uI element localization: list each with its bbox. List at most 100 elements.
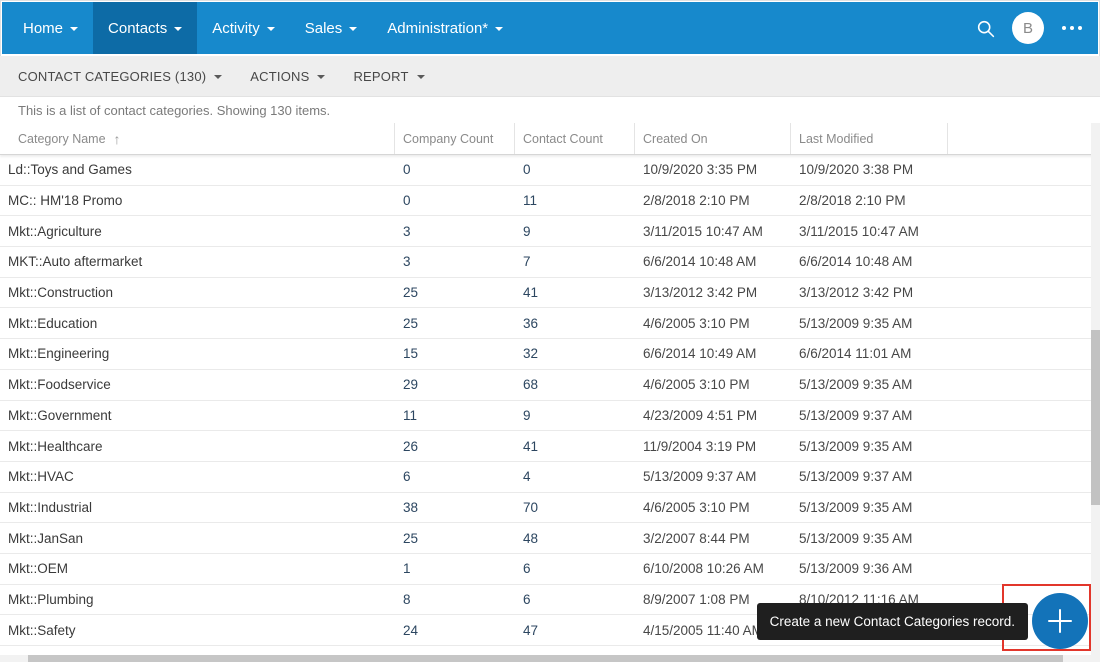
- cell-category-name: Mkt::OEM: [8, 561, 68, 577]
- cell-last-modified: 5/13/2009 9:35 AM: [799, 377, 913, 393]
- table-row[interactable]: Mkt::Engineering 15 32 6/6/2014 10:49 AM…: [0, 339, 1100, 370]
- top-navigation-bar: Home Contacts Activity Sales Administrat…: [2, 2, 1098, 54]
- column-label: Contact Count: [523, 131, 603, 146]
- grid-body: Ld::Toys and Games 0 0 10/9/2020 3:35 PM…: [0, 155, 1100, 662]
- cell-category-name: Mkt::JanSan: [8, 530, 84, 546]
- table-row[interactable]: Mkt::Industrial 38 70 4/6/2005 3:10 PM 5…: [0, 492, 1100, 524]
- toolbar-menu-actions[interactable]: ACTIONS: [236, 56, 339, 96]
- cell-company-count: 11: [403, 407, 418, 423]
- cell-company-count: 38: [403, 499, 419, 515]
- cell-created-on: 4/6/2005 3:10 PM: [643, 315, 750, 331]
- cell-last-modified: 5/13/2009 9:35 AM: [799, 438, 913, 454]
- cell-company-count: 3: [403, 223, 411, 239]
- table-row[interactable]: Mkt::JanSan 25 48 3/2/2007 8:44 PM 5/13/…: [0, 523, 1100, 554]
- cell-contact-count: 32: [523, 346, 539, 362]
- nav-item-label: Sales: [304, 19, 343, 37]
- cell-contact-count: 36: [523, 315, 539, 331]
- cell-empty: [948, 370, 1100, 400]
- cell-contact-count: 47: [523, 622, 539, 638]
- column-header-last-modified[interactable]: Last Modified: [791, 123, 948, 154]
- cell-last-modified: 6/6/2014 10:48 AM: [799, 254, 913, 270]
- table-row[interactable]: Mkt::Foodservice 29 68 4/6/2005 3:10 PM …: [0, 369, 1100, 401]
- cell-created-on: 2/8/2018 2:10 PM: [643, 193, 750, 209]
- horizontal-scrollbar-thumb[interactable]: [28, 655, 1063, 662]
- table-row[interactable]: Mkt::Agriculture 3 9 3/11/2015 10:47 AM …: [0, 216, 1100, 248]
- table-row[interactable]: Mkt::Construction 25 41 3/13/2012 3:42 P…: [0, 277, 1100, 309]
- nav-item-sales[interactable]: Sales: [290, 2, 373, 54]
- nav-menu: Home Contacts Activity Sales Administrat…: [2, 2, 518, 54]
- cell-created-on: 10/9/2020 3:35 PM: [643, 162, 758, 178]
- cell-contact-count: 6: [523, 561, 531, 577]
- cell-category-name: Mkt::Education: [8, 315, 98, 331]
- vertical-scrollbar-thumb[interactable]: [1091, 330, 1100, 505]
- table-row[interactable]: Mkt::HVAC 6 4 5/13/2009 9:37 AM 5/13/200…: [0, 461, 1100, 493]
- column-header-company-count[interactable]: Company Count: [395, 123, 515, 154]
- cell-created-on: 3/11/2015 10:47 AM: [643, 223, 763, 239]
- table-row[interactable]: Mkt::OEM 1 6 6/10/2008 10:26 AM 5/13/200…: [0, 553, 1100, 585]
- nav-item-home[interactable]: Home: [8, 2, 93, 54]
- toolbar-menu-contact-categories-130[interactable]: CONTACT CATEGORIES (130): [18, 56, 236, 96]
- cell-company-count: 3: [403, 254, 411, 270]
- table-row[interactable]: Mkt::Government 11 9 4/23/2009 4:51 PM 5…: [0, 400, 1100, 432]
- cell-contact-count: 6: [523, 591, 531, 607]
- cell-empty: [948, 155, 1100, 185]
- list-summary-bar: This is a list of contact categories. Sh…: [0, 97, 1100, 124]
- cell-empty: [948, 401, 1100, 431]
- nav-item-activity[interactable]: Activity: [197, 2, 290, 54]
- cell-contact-count: 68: [523, 377, 539, 393]
- cell-category-name: MKT::Auto aftermarket: [8, 254, 143, 270]
- cell-last-modified: 6/6/2014 11:01 AM: [799, 346, 912, 362]
- nav-item-contacts[interactable]: Contacts: [93, 2, 198, 54]
- add-record-button[interactable]: [1032, 593, 1088, 649]
- table-row[interactable]: Mkt::Education 25 36 4/6/2005 3:10 PM 5/…: [0, 308, 1100, 340]
- column-label: Created On: [643, 131, 708, 146]
- column-header-empty: [948, 123, 1100, 154]
- cell-empty: [948, 523, 1100, 553]
- ellipsis-icon[interactable]: [1060, 20, 1084, 36]
- column-header-created-on[interactable]: Created On: [635, 123, 791, 154]
- cell-company-count: 24: [403, 622, 419, 638]
- column-label: Category Name: [18, 131, 106, 146]
- cell-category-name: Mkt::Agriculture: [8, 223, 102, 239]
- contact-categories-grid: Category Name ↑ Company Count Contact Co…: [0, 123, 1100, 662]
- chevron-down-icon: [495, 27, 504, 31]
- column-label: Company Count: [403, 131, 494, 146]
- cell-company-count: 8: [403, 591, 411, 607]
- cell-category-name: Mkt::Government: [8, 407, 112, 423]
- vertical-scrollbar-track[interactable]: [1091, 123, 1100, 662]
- chevron-down-icon: [416, 75, 425, 79]
- search-icon[interactable]: [975, 18, 996, 39]
- column-header-category-name[interactable]: Category Name ↑: [0, 123, 395, 154]
- plus-icon: [1047, 608, 1073, 634]
- cell-category-name: Mkt::Industrial: [8, 499, 93, 515]
- table-row[interactable]: MC:: HM'18 Promo 0 11 2/8/2018 2:10 PM 2…: [0, 185, 1100, 217]
- toolbar-menu-report[interactable]: REPORT: [339, 56, 438, 96]
- chevron-down-icon: [317, 75, 326, 79]
- cell-category-name: Mkt::Engineering: [8, 346, 110, 362]
- cell-contact-count: 9: [523, 407, 531, 423]
- cell-created-on: 4/15/2005 11:40 AM: [643, 622, 763, 638]
- list-toolbar-menus: CONTACT CATEGORIES (130) ACTIONS REPORT: [18, 56, 439, 96]
- table-row[interactable]: MKT::Auto aftermarket 3 7 6/6/2014 10:48…: [0, 247, 1100, 278]
- cell-created-on: 4/6/2005 3:10 PM: [643, 499, 750, 515]
- cell-created-on: 3/13/2012 3:42 PM: [643, 285, 758, 301]
- cell-company-count: 25: [403, 530, 419, 546]
- cell-company-count: 26: [403, 438, 419, 454]
- cell-category-name: Mkt::HVAC: [8, 469, 74, 485]
- column-header-contact-count[interactable]: Contact Count: [515, 123, 635, 154]
- avatar[interactable]: B: [1012, 12, 1044, 44]
- nav-item-administration[interactable]: Administration*: [372, 2, 518, 54]
- cell-empty: [948, 339, 1100, 369]
- cell-category-name: Mkt::Foodservice: [8, 377, 111, 393]
- cell-company-count: 25: [403, 315, 419, 331]
- cell-category-name: Mkt::Safety: [8, 622, 76, 638]
- cell-created-on: 8/9/2007 1:08 PM: [643, 591, 750, 607]
- table-row[interactable]: Ld::Toys and Games 0 0 10/9/2020 3:35 PM…: [0, 155, 1100, 186]
- cell-empty: [948, 462, 1100, 492]
- table-row[interactable]: Mkt::Healthcare 26 41 11/9/2004 3:19 PM …: [0, 431, 1100, 462]
- cell-last-modified: 5/13/2009 9:35 AM: [799, 315, 913, 331]
- horizontal-scrollbar-track[interactable]: [0, 655, 1100, 662]
- chevron-down-icon: [214, 75, 223, 79]
- cell-empty: [948, 493, 1100, 523]
- cell-contact-count: 70: [523, 499, 539, 515]
